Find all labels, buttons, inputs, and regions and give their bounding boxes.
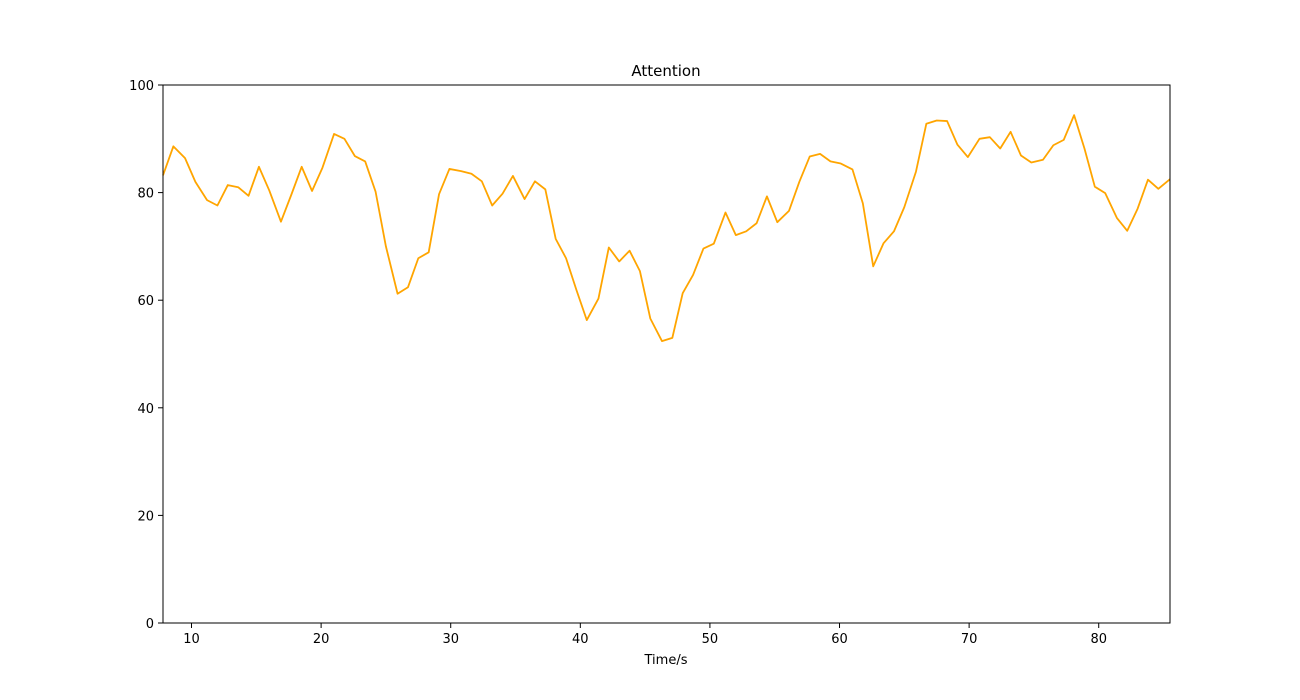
y-tick-label: 100 xyxy=(129,79,154,94)
y-tick-label: 0 xyxy=(146,617,154,632)
x-tick-label: 60 xyxy=(831,632,848,647)
x-tick-label: 80 xyxy=(1090,632,1107,647)
y-tick-label: 40 xyxy=(137,402,154,417)
x-axis: 10 20 30 40 50 60 70 80 xyxy=(183,623,1107,647)
x-tick-label: 50 xyxy=(702,632,719,647)
x-tick-label: 20 xyxy=(313,632,330,647)
x-tick-label: 70 xyxy=(961,632,978,647)
y-tick-label: 20 xyxy=(137,509,154,524)
y-tick-label: 80 xyxy=(137,187,154,202)
chart-title: Attention xyxy=(631,62,700,80)
y-axis: 0 20 40 60 80 100 xyxy=(129,79,163,632)
plot-area xyxy=(162,114,1171,342)
x-tick-label: 40 xyxy=(572,632,589,647)
y-tick-label: 60 xyxy=(137,294,154,309)
x-tick-label: 10 xyxy=(183,632,200,647)
x-axis-label: Time/s xyxy=(644,653,688,668)
plot-frame xyxy=(162,84,1171,624)
series-line-0 xyxy=(162,114,1171,342)
x-tick-label: 30 xyxy=(442,632,459,647)
